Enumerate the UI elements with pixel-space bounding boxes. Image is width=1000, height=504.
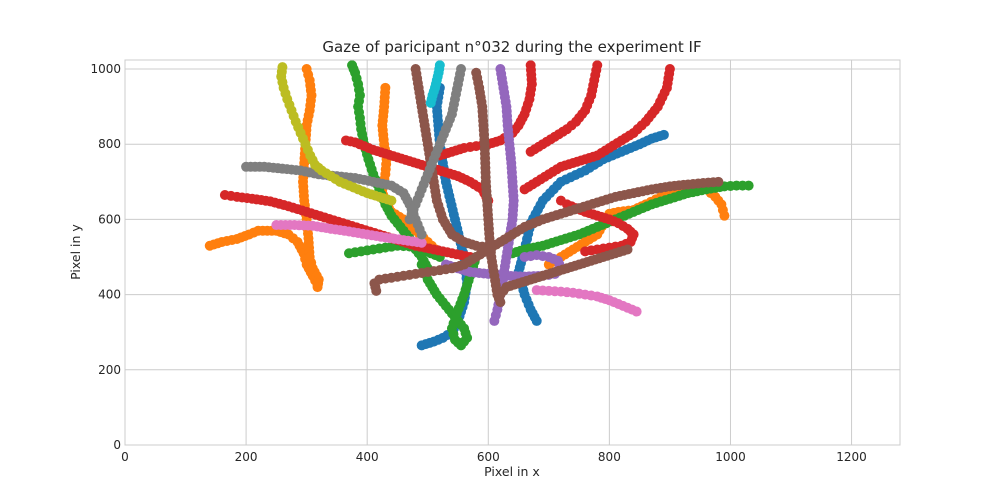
y-tick-label: 400 [98,288,121,302]
gaze-point [425,97,436,108]
plot-frame [124,59,901,446]
gaze-point [386,195,397,206]
gaze-point [495,289,506,300]
x-tick-label: 800 [598,450,621,464]
gaze-series [404,64,467,225]
x-tick-label: 600 [477,450,500,464]
gaze-series [271,220,427,248]
gaze-series [513,129,669,326]
x-tick-label: 1200 [836,450,867,464]
y-tick-label: 0 [113,438,121,452]
gaze-point [312,282,323,293]
x-tick-labels: 0 200 400 600 800 1000 1200 [121,450,867,464]
x-axis-label: Pixel in x [484,464,540,479]
gaze-series [495,244,633,300]
gaze-point [416,237,427,248]
chart-title: Gaze of paricipant n°032 during the expe… [322,38,701,56]
gaze-point [531,285,542,296]
gaze-point [519,252,530,263]
gaze-point [489,315,500,326]
gaze-point [404,214,415,225]
gaze-point [371,285,382,296]
gaze-series [434,60,537,161]
gaze-series [525,60,603,157]
x-tick-label: 400 [356,450,379,464]
y-tick-label: 800 [98,137,121,151]
gaze-series [531,285,642,317]
gaze-point [531,315,542,326]
x-tick-label: 200 [235,450,258,464]
gaze-series [410,64,494,253]
gaze-point [519,184,530,195]
y-axis-label: Pixel in y [68,224,83,280]
x-tick-label: 1000 [715,450,746,464]
gaze-series [471,67,506,308]
gaze-point [416,229,427,240]
y-tick-label: 1000 [90,62,121,76]
gaze-series [425,60,445,108]
gaze-point [580,246,591,257]
gaze-series [369,176,724,296]
x-tick-label: 0 [121,450,129,464]
plot-area [204,60,754,351]
y-tick-labels: 0 200 400 600 800 1000 [90,62,121,452]
gaze-series [276,62,397,206]
gaze-series [519,64,675,195]
y-tick-label: 200 [98,363,121,377]
gaze-point [495,297,506,308]
y-tick-label: 600 [98,212,121,226]
gaze-point [525,146,536,157]
